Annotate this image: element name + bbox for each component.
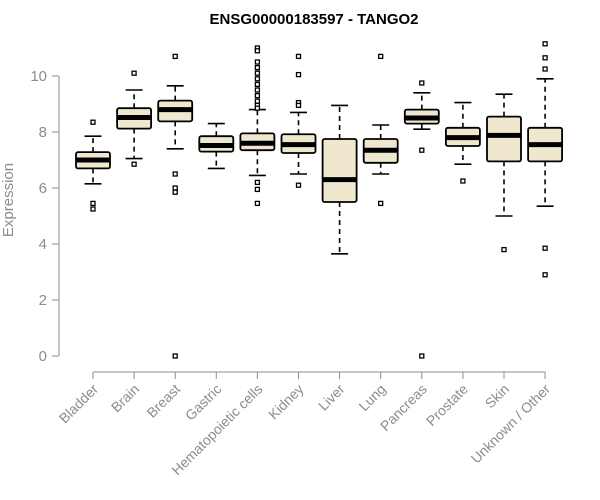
x-tick-label: Bladder	[56, 381, 102, 427]
x-tick-label: Liver	[315, 381, 348, 414]
outlier-point	[254, 105, 261, 111]
outlier-point	[131, 70, 137, 76]
outlier-point	[419, 80, 425, 86]
box-breast	[157, 53, 194, 359]
outlier-point	[254, 186, 261, 193]
boxes-group	[75, 41, 563, 359]
box-skin	[486, 93, 522, 253]
box-kidney	[280, 53, 317, 188]
outlier-point	[254, 92, 261, 99]
box-bladder	[75, 119, 111, 212]
box-unknown-other	[527, 41, 563, 278]
outlier-point	[90, 200, 96, 207]
outlier-point	[90, 119, 96, 125]
outlier-point	[254, 70, 261, 76]
x-tick-label: Kidney	[265, 381, 307, 423]
outlier-point	[295, 53, 302, 60]
y-axis-label: Expression	[0, 163, 17, 237]
outlier-point	[542, 55, 548, 61]
box-liver	[321, 104, 358, 255]
outlier-point	[542, 245, 548, 251]
outlier-point	[419, 353, 425, 359]
y-tick-label: 4	[39, 236, 47, 253]
outlier-point	[254, 48, 261, 54]
outlier-point	[172, 53, 178, 60]
outlier-point	[254, 59, 261, 65]
outlier-point	[254, 76, 261, 82]
box-brain	[116, 70, 152, 167]
iqr-box	[486, 115, 522, 163]
outlier-point	[131, 161, 137, 167]
box-lung	[362, 53, 399, 207]
outlier-point	[378, 53, 384, 60]
box-prostate	[444, 101, 481, 184]
chart-title: ENSG00000183597 - TANGO2	[210, 11, 419, 28]
outlier-point	[295, 71, 302, 78]
outlier-point	[172, 353, 178, 359]
y-tick-label: 2	[39, 292, 47, 309]
y-tick-label: 6	[39, 180, 47, 197]
iqr-box	[321, 138, 358, 203]
outlier-point	[460, 178, 466, 184]
outlier-point	[419, 147, 425, 153]
y-tick-label: 0	[39, 348, 47, 365]
x-tick-label: Prostate	[423, 381, 471, 429]
outlier-point	[254, 98, 261, 104]
outlier-point	[542, 66, 548, 72]
box-hematopoietic-cells	[239, 45, 276, 207]
outlier-point	[254, 81, 261, 88]
x-tick-label: Brain	[108, 381, 142, 415]
outlier-point	[295, 102, 302, 109]
outlier-point	[254, 64, 261, 71]
outlier-point	[90, 206, 96, 212]
y-tick-label: 8	[39, 124, 47, 141]
outlier-point	[254, 200, 261, 207]
x-tick-label: Skin	[482, 381, 513, 412]
box-pancreas	[403, 80, 440, 359]
x-tick-label: Lung	[355, 381, 388, 414]
outlier-point	[172, 171, 178, 177]
y-tick-label: 10	[30, 68, 47, 85]
outlier-point	[254, 179, 261, 186]
outlier-point	[172, 189, 178, 195]
outlier-point	[254, 87, 261, 93]
outlier-point	[172, 185, 178, 191]
x-tick-label: Breast	[143, 381, 183, 421]
box-gastric	[198, 122, 235, 170]
y-axis: 0 2 4 6 8 10	[30, 68, 60, 365]
outlier-point	[542, 41, 548, 47]
outlier-point	[542, 272, 548, 278]
outlier-point	[378, 200, 384, 207]
outlier-point	[501, 246, 507, 253]
outlier-point	[295, 182, 302, 188]
